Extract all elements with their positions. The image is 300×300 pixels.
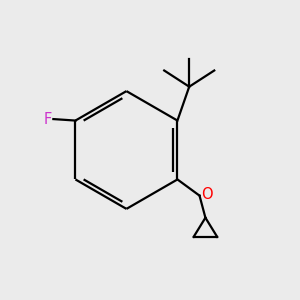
Text: F: F (44, 112, 52, 127)
Text: O: O (201, 187, 213, 202)
